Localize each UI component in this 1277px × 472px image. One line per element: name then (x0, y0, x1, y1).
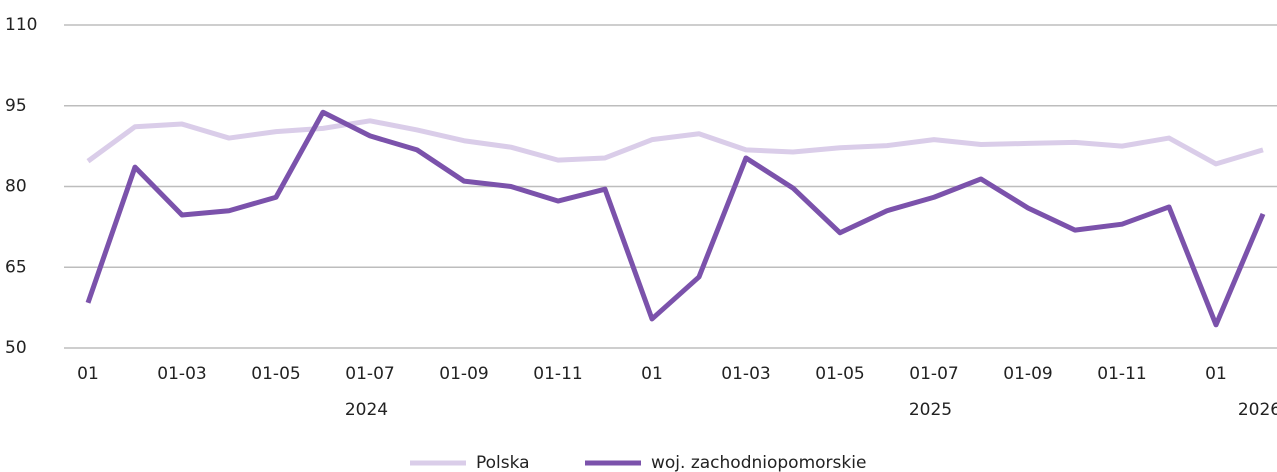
x-tick-label: 01-07 (909, 364, 958, 384)
x-tick-label: 01-11 (1097, 364, 1146, 384)
x-tick-label: 01-03 (721, 364, 770, 384)
y-tick-label: 110 (5, 15, 37, 35)
series-line (85, 109, 1266, 328)
y-tick-label: 95 (5, 96, 27, 116)
x-tick-label: 01 (641, 364, 663, 384)
series-line (86, 118, 1264, 167)
legend-label: woj. zachodniopomorskie (651, 453, 866, 472)
year-label: 2024 (345, 400, 388, 420)
x-tick-label: 01 (1205, 364, 1227, 384)
x-tick-label: 01-07 (345, 364, 394, 384)
year-label: 2025 (909, 400, 952, 420)
x-tick-label: 01-05 (251, 364, 300, 384)
x-tick-label: 01 (77, 364, 99, 384)
y-tick-label: 80 (5, 177, 27, 197)
legend-label: Polska (476, 453, 530, 472)
x-tick-label: 01-03 (157, 364, 206, 384)
x-tick-label: 01-11 (533, 364, 582, 384)
year-label: 2026 (1238, 400, 1277, 420)
x-tick-label: 01-09 (439, 364, 488, 384)
y-tick-label: 50 (5, 338, 27, 358)
y-tick-label: 65 (5, 257, 27, 277)
x-tick-label: 01-09 (1003, 364, 1052, 384)
x-tick-label: 01-05 (815, 364, 864, 384)
